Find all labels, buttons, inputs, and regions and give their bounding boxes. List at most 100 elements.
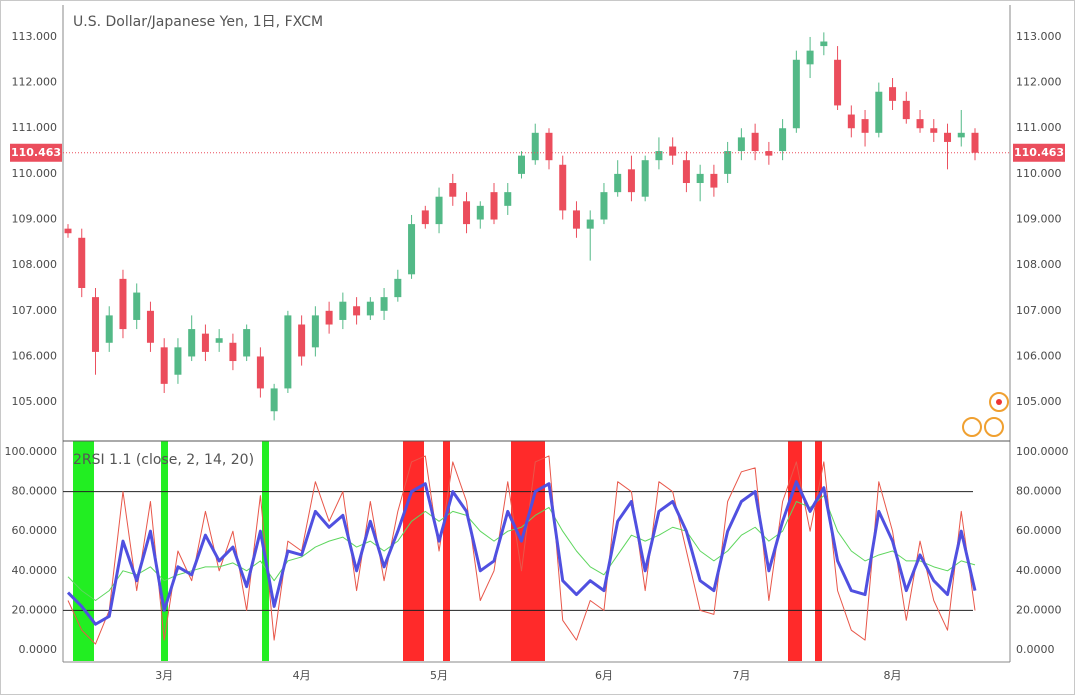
candle-body bbox=[133, 292, 141, 320]
candle-body bbox=[765, 151, 773, 156]
indicator-line bbox=[66, 480, 977, 626]
y-tick-label: 40.0000 bbox=[12, 564, 58, 577]
event-icon bbox=[984, 417, 1004, 437]
candle-body bbox=[119, 278, 127, 330]
event-icons bbox=[962, 392, 1009, 437]
y-tick-label: 107.000 bbox=[12, 304, 58, 317]
candle-body bbox=[696, 173, 704, 184]
last-price-box bbox=[10, 143, 62, 162]
candle-body bbox=[971, 132, 979, 153]
y-tick-label: 108.000 bbox=[12, 258, 58, 271]
candle-body bbox=[243, 329, 251, 357]
oversold-band bbox=[73, 441, 94, 661]
candle-body bbox=[229, 342, 237, 362]
y-tick-label: 111.000 bbox=[1016, 121, 1062, 134]
candle-body bbox=[215, 338, 223, 343]
candle-body bbox=[504, 192, 512, 206]
candle-body bbox=[779, 128, 787, 152]
y-tick-label: 113.000 bbox=[12, 30, 58, 43]
candle-body bbox=[298, 324, 306, 357]
last-price-box bbox=[1013, 143, 1065, 162]
candle-body bbox=[394, 278, 402, 298]
y-tick-label: 113.000 bbox=[1016, 30, 1062, 43]
signal-bands bbox=[73, 441, 822, 661]
candle-body bbox=[408, 224, 416, 275]
y-tick-label: 108.000 bbox=[1016, 258, 1062, 271]
candle-body bbox=[669, 146, 677, 156]
candle-body bbox=[614, 173, 622, 193]
y-tick-label: 100.0000 bbox=[5, 445, 58, 458]
candle-body bbox=[476, 205, 484, 220]
candle-body bbox=[710, 173, 718, 188]
candle-body bbox=[201, 333, 209, 352]
y-tick-label: 60.0000 bbox=[1016, 524, 1062, 537]
x-tick-label: 3月 bbox=[155, 669, 173, 682]
candle-body bbox=[311, 315, 319, 348]
candle-body bbox=[586, 219, 594, 229]
y-tick-label: 20.0000 bbox=[12, 603, 58, 616]
candle-body bbox=[105, 315, 113, 343]
candle-body bbox=[284, 315, 292, 389]
oversold-band bbox=[161, 441, 168, 661]
candle-body bbox=[627, 169, 635, 193]
candle-body bbox=[78, 237, 86, 289]
candle-body bbox=[353, 306, 361, 316]
x-tick-label: 8月 bbox=[884, 669, 902, 682]
candle-body bbox=[160, 347, 168, 384]
candle-body bbox=[174, 347, 182, 375]
candle-body bbox=[339, 301, 347, 320]
event-icon bbox=[996, 399, 1002, 405]
candle-body bbox=[902, 100, 910, 120]
indicator-title: 2RSI 1.1 (close, 2, 14, 20) bbox=[73, 452, 254, 468]
candle-body bbox=[834, 59, 842, 106]
y-tick-label: 80.0000 bbox=[12, 485, 58, 498]
y-tick-label: 105.000 bbox=[1016, 395, 1062, 408]
candle-body bbox=[188, 329, 196, 357]
candle-body bbox=[559, 164, 567, 211]
candle-body bbox=[91, 297, 99, 352]
y-tick-label: 0.0000 bbox=[1016, 643, 1055, 656]
candle-body bbox=[641, 160, 649, 197]
y-tick-label: 109.000 bbox=[1016, 213, 1062, 226]
y-tick-label: 80.0000 bbox=[1016, 485, 1062, 498]
candle-body bbox=[916, 119, 924, 129]
x-tick-label: 4月 bbox=[293, 669, 311, 682]
y-tick-label: 110.000 bbox=[1016, 167, 1062, 180]
candle-body bbox=[655, 151, 663, 161]
x-tick-label: 5月 bbox=[430, 669, 448, 682]
y-tick-label: 60.0000 bbox=[12, 524, 58, 537]
candle-body bbox=[490, 192, 498, 220]
candle-body bbox=[944, 132, 952, 142]
overbought-band bbox=[815, 441, 822, 661]
candle-body bbox=[861, 119, 869, 133]
candle-body bbox=[545, 132, 553, 161]
last-price-label: 110.463 bbox=[11, 146, 61, 159]
y-tick-label: 109.000 bbox=[12, 213, 58, 226]
chart-title: U.S. Dollar/Japanese Yen, 1日, FXCM bbox=[73, 14, 323, 30]
candle-body bbox=[572, 210, 580, 229]
y-tick-label: 107.000 bbox=[1016, 304, 1062, 317]
candle-body bbox=[806, 50, 814, 65]
candle-body bbox=[366, 301, 374, 316]
y-tick-label: 111.000 bbox=[12, 121, 58, 134]
x-tick-label: 6月 bbox=[595, 669, 613, 682]
y-tick-label: 106.000 bbox=[1016, 349, 1062, 362]
y-tick-label: 110.000 bbox=[12, 167, 58, 180]
event-icon bbox=[962, 417, 982, 437]
candle-body bbox=[820, 41, 828, 47]
candle-body bbox=[847, 114, 855, 129]
y-tick-label: 112.000 bbox=[12, 76, 58, 89]
candle-body bbox=[531, 132, 539, 161]
candle-body bbox=[600, 192, 608, 220]
y-tick-label: 112.000 bbox=[1016, 76, 1062, 89]
candle-body bbox=[737, 137, 745, 152]
y-tick-label: 100.0000 bbox=[1016, 445, 1069, 458]
overbought-band bbox=[788, 441, 802, 661]
candle-body bbox=[889, 87, 897, 101]
candle-body bbox=[751, 132, 759, 152]
candle-body bbox=[64, 228, 72, 234]
candle-body bbox=[325, 310, 333, 325]
candle-body bbox=[421, 210, 429, 225]
